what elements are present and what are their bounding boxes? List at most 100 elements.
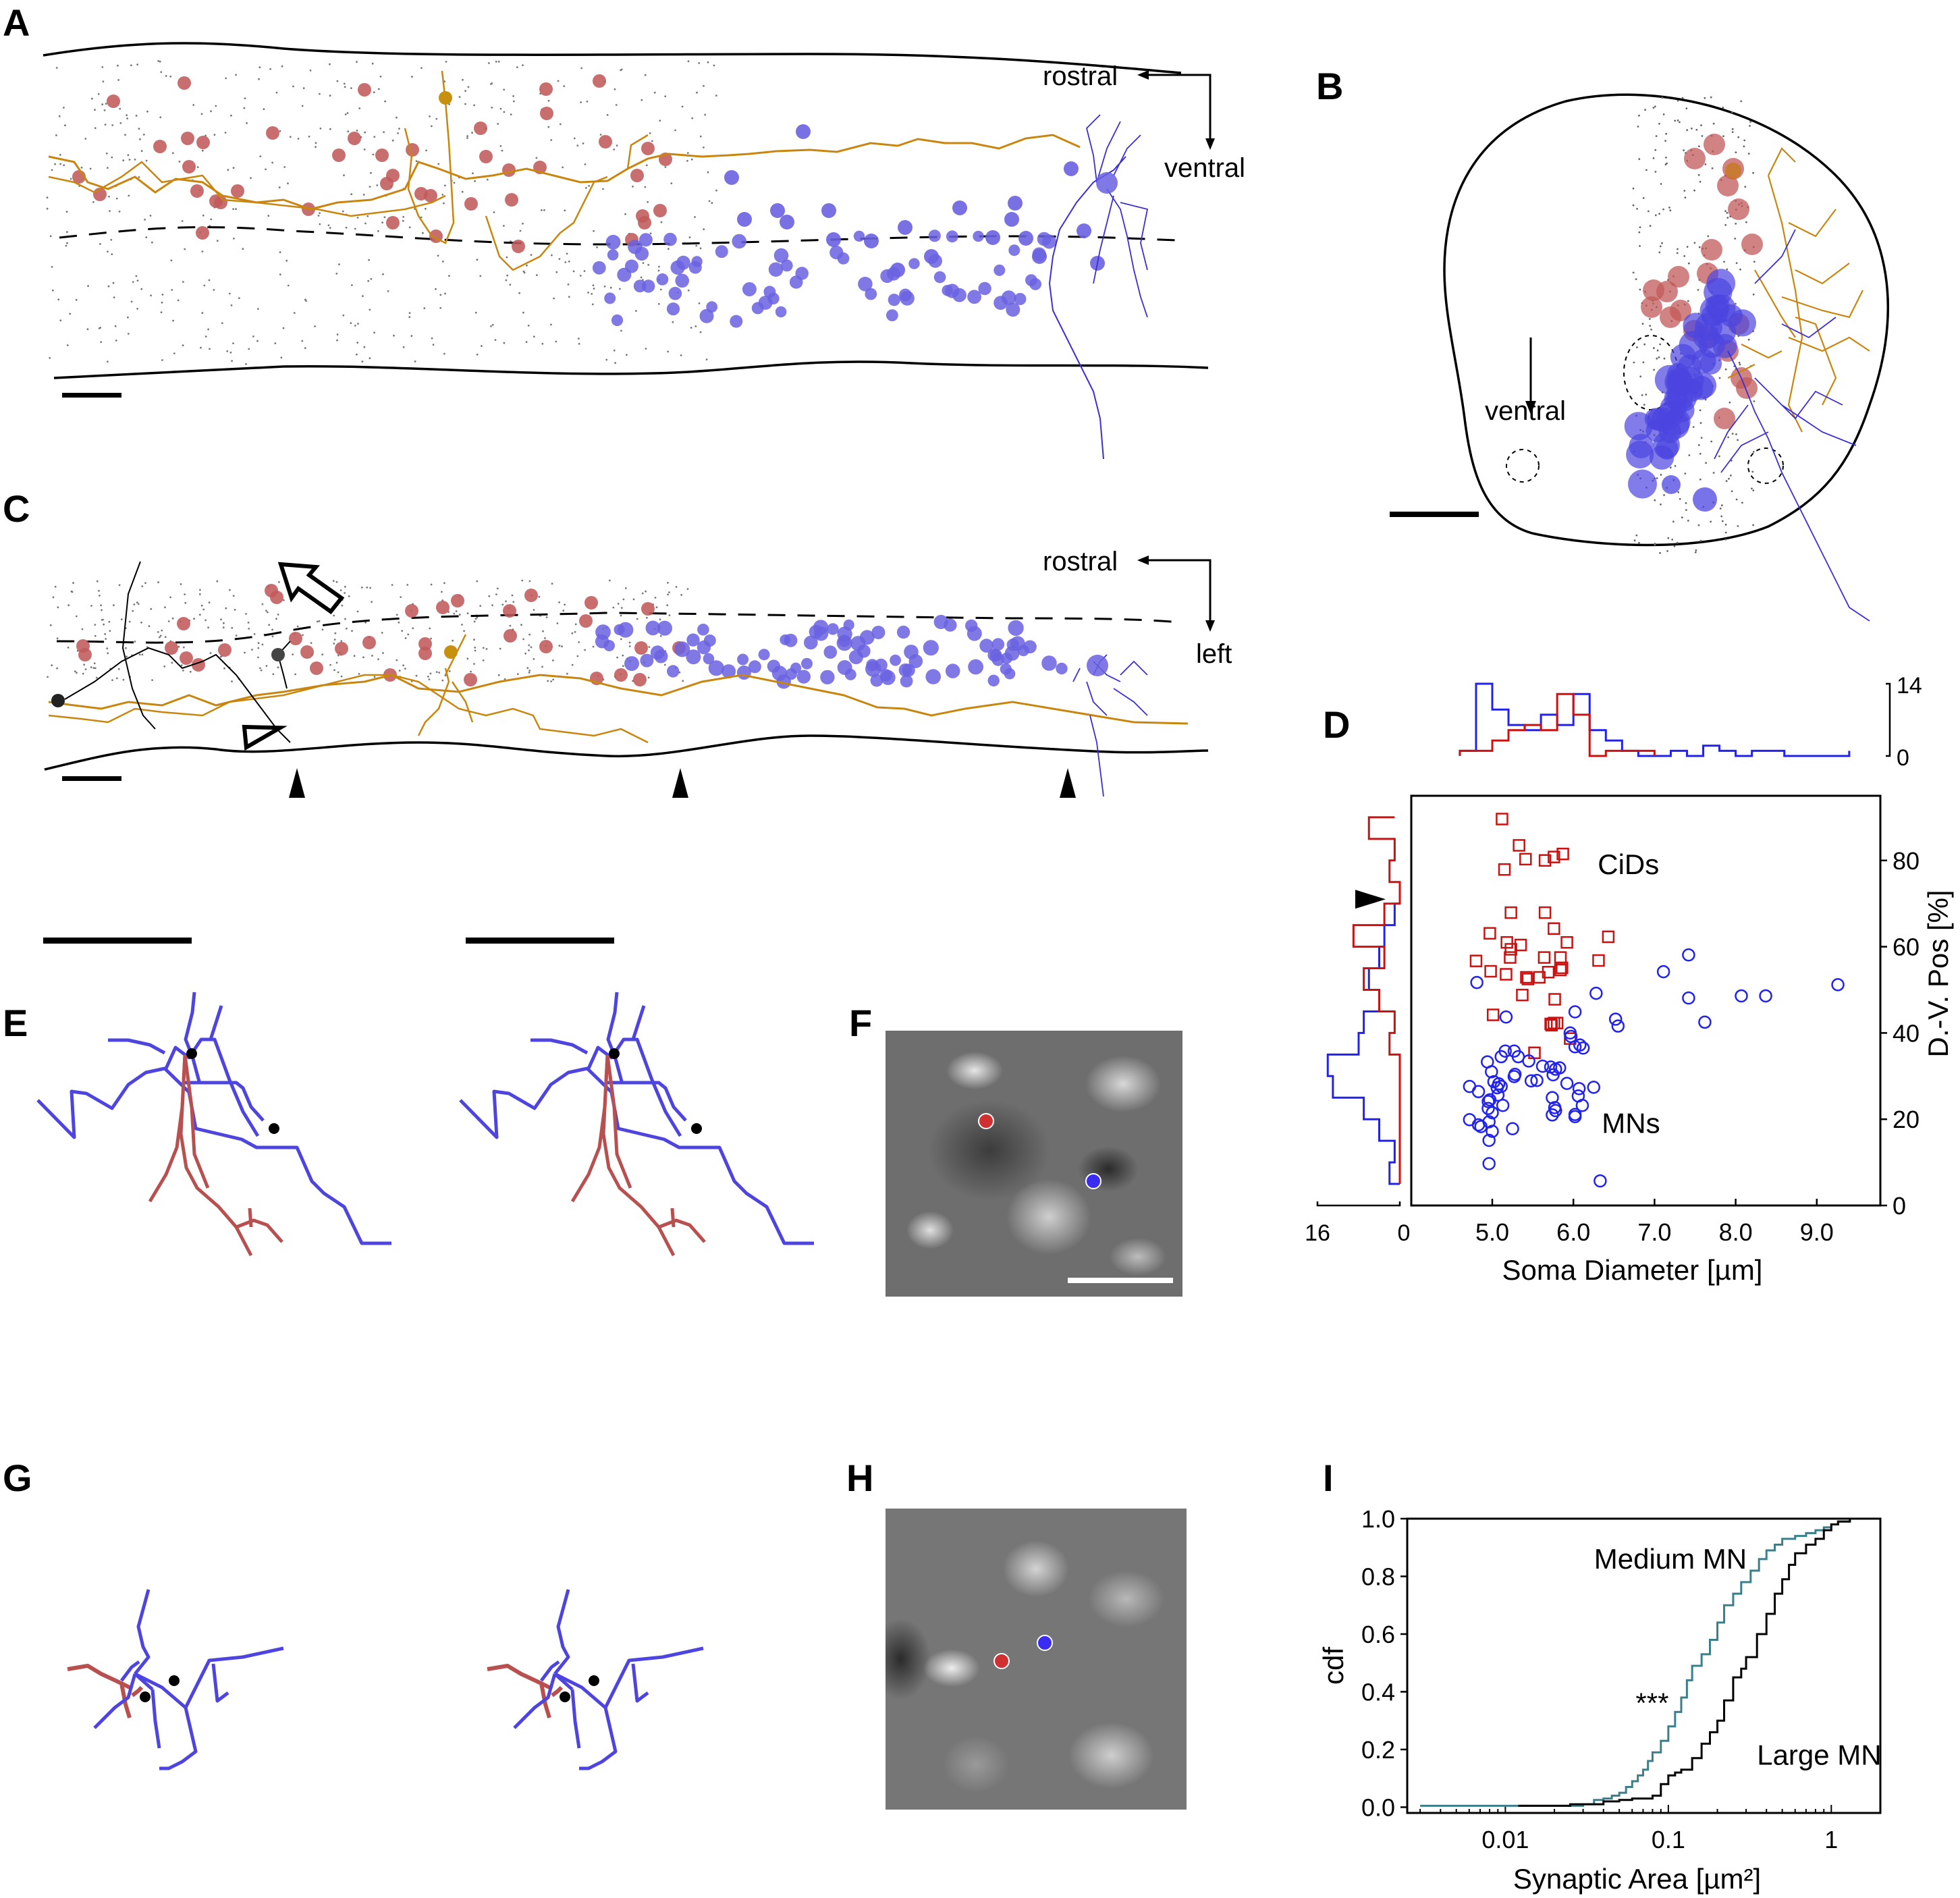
d-y-tick-label: 60: [1893, 933, 1920, 961]
i-plot-frame: [1406, 1517, 1882, 1814]
d-point-cid: [1548, 993, 1561, 1006]
d-x-tick-label: 7.0: [1637, 1218, 1671, 1246]
d-point-cid: [1483, 927, 1496, 940]
d-point-cid: [1592, 954, 1605, 967]
f-postsynaptic-marker: [1085, 1173, 1101, 1189]
d-point-cid: [1537, 951, 1551, 964]
panel-letter-h: H: [846, 1457, 874, 1499]
panel-letter-d: D: [1323, 703, 1351, 746]
d-y-tick-label: 20: [1893, 1106, 1920, 1133]
d-point-mn: [1682, 991, 1695, 1005]
d-point-mn: [1575, 1099, 1589, 1112]
d-point-mn: [1494, 1050, 1508, 1064]
d-point-mn: [1573, 1038, 1587, 1052]
d-y-ticks: 0 20 40 60 80: [1880, 847, 1920, 1220]
d-point-mn: [1572, 1082, 1586, 1095]
d-point-cid: [1556, 961, 1569, 975]
d-y-tick-label: 0: [1893, 1192, 1906, 1220]
d-point-mn: [1546, 1091, 1559, 1104]
d-point-mn: [1485, 1065, 1498, 1079]
d-point-cid: [1602, 930, 1615, 944]
d-point-mn: [1471, 1085, 1486, 1099]
i-annotation-large-mn: Large MN: [1757, 1739, 1881, 1771]
d-x-tick-label: 9.0: [1800, 1218, 1834, 1246]
d-hist-top-tick-min: 0: [1897, 745, 1909, 771]
panel-letter-a: A: [3, 1, 30, 44]
d-point-cid: [1484, 965, 1497, 978]
i-annotation-significance: ***: [1635, 1687, 1668, 1719]
d-point-mn: [1568, 1005, 1582, 1019]
panel-letter-b: B: [1316, 65, 1344, 107]
d-point-mn: [1481, 1095, 1495, 1108]
d-point-cid: [1519, 852, 1532, 866]
d-x-tick-label: 5.0: [1475, 1218, 1509, 1246]
d-point-mn: [1759, 989, 1772, 1003]
d-hist-left-axis: [1316, 1201, 1401, 1207]
d-y-tick-label: 40: [1893, 1019, 1920, 1047]
d-point-cid: [1556, 847, 1569, 861]
d-point-mn: [1656, 965, 1670, 979]
d-point-cid: [1498, 863, 1511, 876]
d-point-cid: [1504, 906, 1517, 919]
d-point-mn: [1482, 1157, 1496, 1170]
d-y-axis-label: D.-V. Pos [%]: [1922, 890, 1954, 1057]
panel-letter-i: I: [1323, 1457, 1334, 1499]
d-point-mn: [1611, 1019, 1625, 1033]
f-scale-bar: [1068, 1278, 1173, 1283]
d-point-mn: [1568, 1110, 1582, 1124]
d-point-mn: [1490, 1081, 1504, 1095]
i-y-tick-label: 0.2: [1361, 1736, 1395, 1764]
h-presynaptic-marker: [993, 1653, 1010, 1669]
d-point-mn: [1535, 1059, 1550, 1073]
d-point-mn: [1522, 1054, 1535, 1068]
d-point-cid: [1496, 813, 1508, 825]
d-point-cid: [1520, 971, 1533, 984]
d-x-tick-label: 8.0: [1719, 1218, 1753, 1246]
i-x-tick-label: 0.1: [1652, 1826, 1685, 1853]
i-line-large-mn: [1518, 1519, 1851, 1807]
d-point-mn: [1608, 1012, 1623, 1026]
d-point-mn: [1576, 1041, 1590, 1055]
d-point-cid: [1516, 988, 1529, 1002]
d-annotation-mns: MNs: [1602, 1108, 1660, 1139]
i-x-tick-label: 0.01: [1481, 1826, 1529, 1853]
d-x-tick-label: 6.0: [1556, 1218, 1590, 1246]
d-point-mn: [1483, 1093, 1497, 1107]
d-point-mn: [1546, 1108, 1559, 1122]
i-y-tick-label: 0.4: [1361, 1678, 1395, 1706]
d-point-cid: [1545, 1019, 1558, 1032]
d-point-mn: [1831, 978, 1845, 992]
d-point-mn: [1486, 1106, 1499, 1120]
d-plot-frame: [1410, 794, 1882, 1207]
d-hist-top-axis: [1886, 682, 1891, 757]
d-point-cid: [1500, 936, 1513, 949]
i-y-ticks: 0.0 0.2 0.4 0.6 0.8 1.0: [1361, 1505, 1407, 1821]
d-point-cid: [1554, 963, 1567, 977]
i-x-axis-label: Synaptic Area [µm²]: [1513, 1863, 1761, 1895]
d-point-cid: [1538, 906, 1552, 919]
d-histogram-top: [1459, 682, 1891, 757]
i-y-tick-label: 0.8: [1361, 1563, 1395, 1590]
d-hist-top-tick-max: 14: [1897, 673, 1922, 699]
d-point-cid: [1548, 850, 1560, 863]
d-point-mn: [1735, 989, 1748, 1003]
d-point-mn: [1481, 1102, 1495, 1115]
d-point-mn: [1587, 1081, 1600, 1094]
i-y-axis-label: cdf: [1317, 1647, 1349, 1685]
d-point-cid: [1548, 922, 1560, 936]
h-postsynaptic-marker: [1037, 1635, 1053, 1651]
f-em-image: [886, 1031, 1182, 1297]
i-annotation-medium-mn: Medium MN: [1594, 1543, 1747, 1575]
d-point-mn: [1682, 948, 1695, 962]
d-scatter-points: [1463, 813, 1845, 1188]
h-em-image: [886, 1509, 1187, 1810]
d-point-mn: [1564, 1029, 1578, 1043]
d-point-cid: [1542, 966, 1555, 979]
d-point-mn: [1506, 1122, 1519, 1136]
d-point-cid: [1486, 1008, 1500, 1021]
panel-letter-g: G: [3, 1457, 32, 1499]
i-x-ticks: 0.01 0.1 1: [1419, 1805, 1881, 1853]
f-presynaptic-marker: [978, 1113, 994, 1129]
d-y-tick-label: 80: [1893, 847, 1920, 875]
